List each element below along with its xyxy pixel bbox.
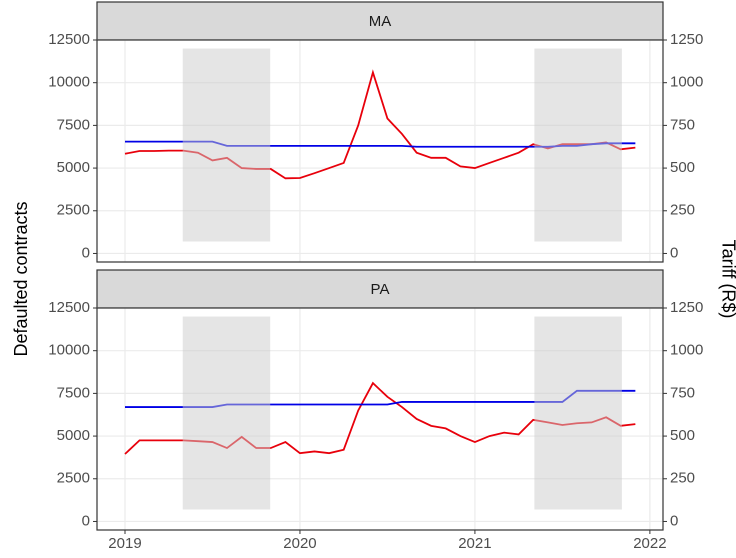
y-tick-label: 10000: [48, 74, 90, 91]
y-tick-label: 7500: [57, 384, 90, 401]
y-tick-label: 5000: [57, 427, 90, 444]
y-tick-label: 2500: [57, 470, 90, 487]
x-tick-label: 2021: [458, 535, 491, 552]
strip: [96, 269, 664, 309]
y-tick-label: 0: [82, 244, 90, 261]
y-tick-label: 0: [82, 512, 90, 529]
panel-border: [96, 39, 664, 263]
x-tick-label: 2022: [633, 535, 666, 552]
y2-tick-label: 1000: [670, 74, 703, 91]
y2-tick-label: 1250: [670, 31, 703, 48]
y-tick-label: 2500: [57, 202, 90, 219]
y-tick-label: 5000: [57, 159, 90, 176]
y-tick-label: 12500: [48, 299, 90, 316]
shaded-period: [182, 48, 271, 242]
y-tick-label: 12500: [48, 31, 90, 48]
shaded-period: [182, 316, 271, 510]
y2-tick-label: 750: [670, 384, 695, 401]
panel-border: [96, 307, 664, 531]
strip: [96, 1, 664, 41]
y2-tick-label: 750: [670, 116, 695, 133]
shaded-period: [534, 48, 622, 242]
shaded-period: [534, 316, 622, 510]
x-tick-label: 2019: [108, 535, 141, 552]
y2-tick-label: 500: [670, 427, 695, 444]
y-tick-label: 10000: [48, 342, 90, 359]
y2-axis-title: Tariff (R$): [718, 240, 736, 319]
strip-label: MA: [369, 13, 392, 30]
y2-tick-label: 1250: [670, 299, 703, 316]
y2-tick-label: 1000: [670, 342, 703, 359]
y-tick-label: 7500: [57, 116, 90, 133]
y-axis-title: Defaulted contracts: [11, 201, 31, 356]
y2-tick-label: 500: [670, 159, 695, 176]
x-tick-label: 2020: [283, 535, 316, 552]
y2-tick-label: 250: [670, 470, 695, 487]
y2-tick-label: 250: [670, 202, 695, 219]
y2-tick-label: 0: [670, 244, 678, 261]
y2-tick-label: 0: [670, 512, 678, 529]
strip-label: PA: [371, 281, 390, 298]
